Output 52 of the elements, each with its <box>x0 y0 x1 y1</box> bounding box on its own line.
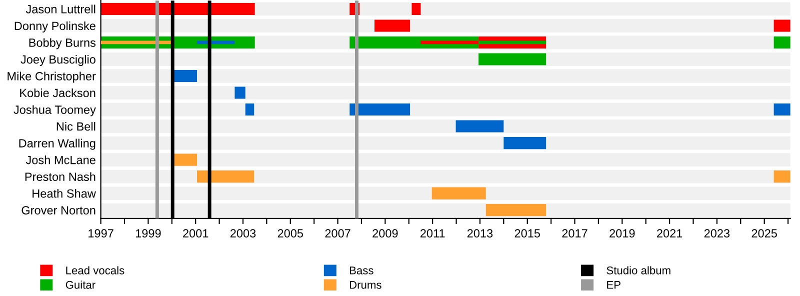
bar <box>100 2 255 16</box>
x-tick-label: 2025 <box>752 229 777 238</box>
x-tick-label: 1997 <box>88 229 114 238</box>
x-tick-label: 2015 <box>514 229 540 238</box>
y-tick-label: Joey Busciglio <box>20 54 96 66</box>
bar <box>245 103 254 116</box>
bar <box>412 2 421 16</box>
x-tick-label: 2005 <box>278 229 304 238</box>
y-tick-label: Heath Shaw <box>32 189 96 198</box>
y-tick-label: Kobie Jackson <box>20 88 96 98</box>
y-tick-label: Preston Nash <box>25 172 96 181</box>
y-tick-label: Josh McLane <box>26 156 96 164</box>
y-tick-label: Bobby Burns <box>29 38 96 50</box>
legend-label: Guitar <box>66 280 96 289</box>
x-tick-label: 2007 <box>325 229 350 238</box>
bar <box>432 187 486 200</box>
y-tick-label: Mike Christopher <box>8 72 96 83</box>
bar <box>478 40 546 44</box>
x-tick-label: 2017 <box>562 229 588 238</box>
x-tick-label: 2023 <box>704 229 730 238</box>
bar <box>504 137 546 150</box>
x-tick-label: 2011 <box>420 229 445 238</box>
x-tick-label: 2013 <box>467 229 493 238</box>
legend-label: EP <box>607 281 620 289</box>
y-tick-label: Grover Norton <box>22 206 96 214</box>
bar <box>774 36 790 49</box>
y-tick-label: Joshua Toomey <box>14 105 96 116</box>
x-tick-label: 2003 <box>230 229 256 238</box>
x-tick-label: 1999 <box>136 229 161 238</box>
bar <box>234 86 246 99</box>
legend-label: Studio album <box>606 266 670 274</box>
x-tick-label: 2019 <box>610 229 635 238</box>
bar <box>774 103 790 116</box>
legend-label: Bass <box>350 266 374 274</box>
x-tick-label: 2001 <box>183 229 208 238</box>
x-tick-label: 2021 <box>657 229 682 238</box>
bar <box>478 53 546 66</box>
legend-label: Lead vocals <box>66 266 124 274</box>
x-tick-label: 2009 <box>372 229 398 238</box>
bar <box>774 170 790 183</box>
bar <box>197 170 254 183</box>
bar <box>374 20 410 32</box>
bar <box>350 103 410 116</box>
bar <box>486 204 546 216</box>
y-tick-label: Darren Walling <box>19 138 96 150</box>
bar <box>456 120 504 132</box>
y-tick-label: Jason Luttrell <box>26 4 96 14</box>
bar <box>420 40 479 44</box>
legend-label: Drums <box>350 281 382 289</box>
y-tick-label: Nic Bell <box>56 122 96 131</box>
y-tick-label: Donny Polinske <box>14 21 96 32</box>
bar <box>774 20 790 32</box>
